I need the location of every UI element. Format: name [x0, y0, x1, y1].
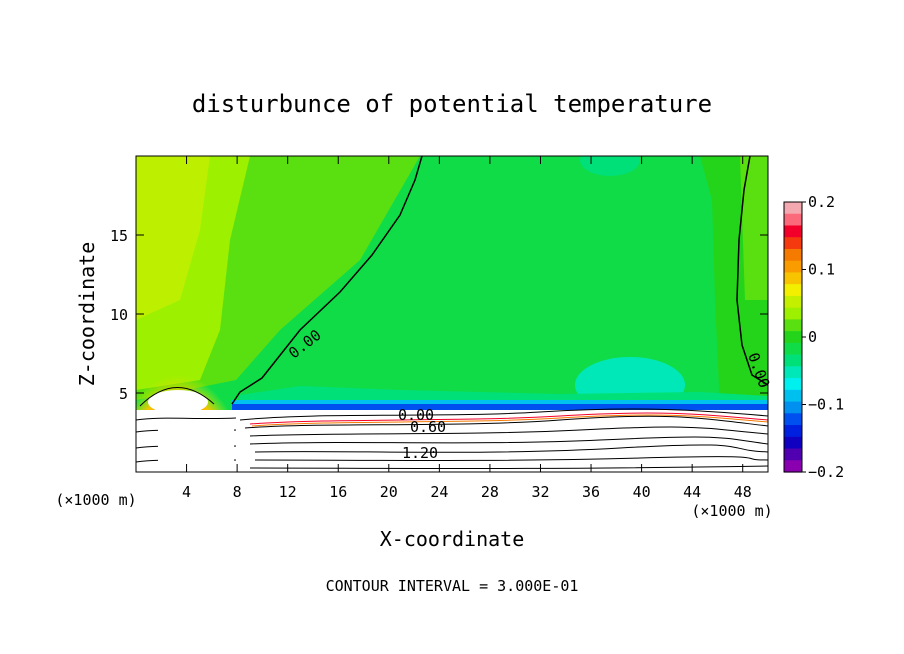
colorbar-swatch: [784, 260, 802, 274]
contour-zero-left: [231, 156, 423, 405]
colorbar-swatch: [784, 272, 802, 285]
colorbar-swatch: [784, 307, 802, 320]
colorbar-swatch: [784, 448, 802, 461]
field-cyan-patch-top: [580, 156, 640, 176]
colorbar-tick-label: −0.2: [808, 463, 844, 481]
colorbar-tick-label: 0.2: [808, 193, 835, 211]
plot-area: [136, 156, 768, 472]
x-axis: 4 8 12 16 20 24 28 32 36 40 44 48: [182, 156, 752, 501]
x-tick-label: 32: [531, 483, 549, 501]
contour-lower-lines: [136, 408, 768, 469]
contour-label: 0.60: [410, 418, 446, 436]
colorbar: 0.2 0.1 0 −0.1 −0.2: [783, 193, 844, 481]
colorbar-swatch: [784, 389, 802, 403]
colorbar-swatch: [784, 425, 802, 438]
colorbar-swatch: [784, 284, 802, 297]
y-tick-label: 10: [110, 306, 128, 324]
colorbar-swatch: [784, 237, 802, 250]
colorbar-swatch: [784, 319, 802, 332]
x-tick-label: 36: [582, 483, 600, 501]
x-tick-label: 24: [430, 483, 448, 501]
contour-zero-right: [736, 156, 768, 386]
x-tick-label: 48: [734, 483, 752, 501]
contour-label: 0.00: [398, 406, 434, 424]
chart-title: disturbunce of potential temperature: [192, 90, 712, 118]
field-cyan-band: [232, 400, 768, 404]
colorbar-swatch: [784, 413, 802, 426]
colorbar-swatch: [784, 342, 802, 356]
colorbar-tick-label: 0: [808, 328, 817, 346]
colorbar-swatch: [784, 460, 802, 473]
lower-white-block: [158, 420, 234, 472]
colorbar-swatch: [784, 366, 802, 379]
contour-label: 1.20: [402, 444, 438, 462]
colorbar-swatch: [784, 354, 802, 367]
x-tick-label: 28: [481, 483, 499, 501]
warm-bubble-core: [148, 390, 208, 414]
y-tick-label: 15: [110, 227, 128, 245]
y-tick-label: 5: [119, 385, 128, 403]
colorbar-swatch: [784, 225, 802, 238]
contour-orange-line: [251, 414, 768, 427]
x-axis-label: X-coordinate: [380, 527, 525, 551]
colorbar-swatch: [784, 202, 802, 215]
x-tick-label: 8: [233, 483, 242, 501]
colorbar-swatch: [784, 248, 802, 262]
colorbar-tick-label: −0.1: [808, 396, 844, 414]
field-right-edge: [740, 156, 768, 300]
y-axis-label: Z-coordinate: [75, 242, 99, 387]
x-tick-label: 4: [182, 483, 191, 501]
x-unit-left: (×1000 m): [55, 491, 136, 509]
colorbar-swatch: [784, 295, 802, 309]
colorbar-swatch: [784, 331, 802, 344]
x-tick-label: 40: [633, 483, 651, 501]
field-yellow-plume: [136, 156, 210, 320]
field-blue-band: [232, 404, 768, 410]
x-tick-label: 44: [683, 483, 701, 501]
contour-labels: 0.00 0.00 0.00 0.60 1.20: [285, 326, 773, 462]
x-tick-label: 12: [279, 483, 297, 501]
x-unit-right: (×1000 m): [691, 502, 772, 520]
colorbar-swatch: [784, 436, 802, 450]
contour-bubble-ring: [139, 387, 215, 407]
contour-interval-note: CONTOUR INTERVAL = 3.000E-01: [326, 577, 579, 595]
x-tick-label: 20: [380, 483, 398, 501]
colorbar-swatch: [784, 401, 802, 414]
colorbar-swatch: [784, 378, 802, 391]
x-tick-label: 16: [329, 483, 347, 501]
colorbar-swatch: [784, 213, 802, 227]
contour-red-line: [249, 412, 768, 425]
y-axis: 5 10 15: [110, 227, 768, 403]
colorbar-tick-label: 0.1: [808, 261, 835, 279]
